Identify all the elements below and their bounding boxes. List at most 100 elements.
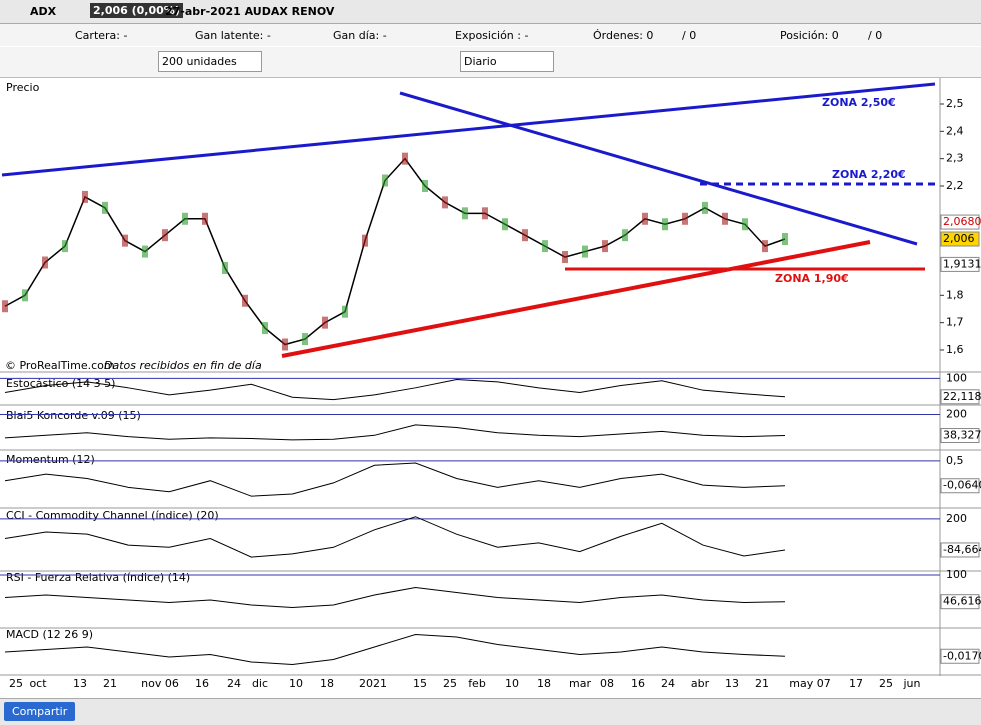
y-tick-label: 2,4	[946, 124, 964, 137]
candle	[222, 261, 228, 274]
status-item: / 0	[868, 29, 883, 42]
x-tick-label: 25	[9, 677, 23, 690]
panel-label: Estocástico (14 3 5)	[6, 377, 115, 390]
indicator-line	[4, 379, 786, 401]
status-item: Posición: 0	[780, 29, 839, 42]
value-tag-label: -84,664	[943, 543, 981, 556]
x-tick-label: 16	[631, 677, 645, 690]
price-tag-label: 1,9131	[943, 257, 981, 270]
title-bar: ADX 2,006 (0,00%) 27-abr-2021 AUDAX RENO…	[0, 0, 981, 24]
toolbar: 200 unidades Diario	[0, 47, 981, 78]
panel-label: CCI - Commodity Channel (índice) (20)	[6, 509, 219, 522]
indicator-line	[4, 586, 786, 609]
candle	[422, 179, 428, 192]
y-tick-label: 1,6	[946, 343, 964, 356]
candle	[782, 233, 788, 246]
symbol[interactable]: ADX	[30, 5, 57, 18]
credit-note: Datos recibidos en fin de día	[104, 359, 262, 372]
price-tag	[940, 231, 980, 247]
x-tick-label: 24	[227, 677, 241, 690]
value-tag-label: 22,118	[943, 390, 981, 403]
x-tick-label: 16	[195, 677, 209, 690]
candle	[182, 212, 188, 225]
panel-label: MACD (12 26 9)	[6, 628, 93, 641]
y-tick-label: 2,3	[946, 152, 964, 165]
x-tick-label: 21	[755, 677, 769, 690]
zone-label: ZONA 2,50€	[822, 96, 896, 109]
candle	[762, 240, 768, 253]
candle	[322, 316, 328, 329]
candle	[442, 196, 448, 209]
x-tick-label: jun	[903, 677, 921, 690]
status-bar: Cartera: - Gan latente: - Gan día: - Exposi…	[0, 24, 981, 46]
value-tag-label: 46,616	[943, 595, 981, 608]
y-tick-label: 0,5	[946, 454, 964, 467]
candle	[342, 305, 348, 318]
candle	[362, 234, 368, 247]
candle	[622, 229, 628, 242]
candle	[702, 201, 708, 214]
candle	[2, 300, 8, 313]
x-tick-label: 17	[849, 677, 863, 690]
x-tick-label: 21	[103, 677, 117, 690]
candle	[602, 240, 608, 253]
candle	[262, 322, 268, 335]
candle	[542, 240, 548, 253]
x-tick-label: 13	[725, 677, 739, 690]
x-tick-label: dic	[252, 677, 268, 690]
status-item: Gan latente: -	[195, 29, 271, 42]
x-tick-label: 13	[73, 677, 87, 690]
zone-label: ZONA 1,90€	[775, 272, 849, 285]
credit: © ProRealTime.com	[5, 359, 115, 372]
indicator-line	[4, 424, 786, 441]
candle	[462, 207, 468, 220]
status-item: Cartera: -	[75, 29, 128, 42]
price: 2,006 (0,00%)	[90, 3, 183, 18]
chart-area: Precio 2,5 2,4 2,3 2,2 1,8 1,7 1,6 2,0680 2,006 1,…	[0, 78, 981, 690]
candle	[42, 256, 48, 269]
price-tag	[940, 214, 980, 230]
panel-label: Blai5 Koncorde v.09 (15)	[6, 409, 141, 422]
panel-label: Momentum (12)	[6, 453, 95, 466]
share-button[interactable]: Compartir	[4, 702, 76, 721]
y-tick-label: 100	[946, 568, 967, 581]
candle	[202, 212, 208, 225]
value-tag-label: 38,327	[943, 429, 981, 442]
status-item: Exposición : -	[455, 29, 529, 42]
candle	[102, 201, 108, 214]
trendline	[399, 91, 918, 246]
units-select[interactable]: 200 unidades	[158, 51, 262, 72]
footer: Compartir	[0, 698, 981, 725]
candle	[662, 218, 668, 231]
y-tick-label: 1,7	[946, 316, 964, 329]
value-tag-label: -0,0640	[943, 479, 981, 492]
x-tick-label: 15	[413, 677, 427, 690]
x-tick-label: 08	[600, 677, 614, 690]
period-select[interactable]: Diario	[460, 51, 554, 72]
y-tick-label: 200	[946, 408, 967, 421]
panel-label: RSI - Fuerza Relativa (índice) (14)	[6, 571, 190, 584]
candle	[242, 294, 248, 307]
price-tag-label: 2,0680	[943, 215, 981, 228]
candle	[122, 234, 128, 247]
panel-label: Precio	[6, 81, 40, 94]
x-tick-label: 2021	[359, 677, 387, 690]
x-tick-label: 10	[505, 677, 519, 690]
candle	[22, 289, 28, 302]
value-tag	[940, 478, 980, 494]
x-tick-label: 25	[443, 677, 457, 690]
value-tag	[940, 542, 980, 558]
x-tick-label: nov 06	[141, 677, 179, 690]
x-tick-label: 24	[661, 677, 675, 690]
candle	[582, 245, 588, 258]
value-tag	[940, 594, 980, 610]
candle	[302, 333, 308, 346]
x-tick-label: 18	[320, 677, 334, 690]
candle	[382, 174, 388, 187]
value-tag	[940, 428, 980, 444]
indicator-line	[4, 462, 786, 497]
x-tick-label: may 07	[789, 677, 830, 690]
x-tick-label: 25	[879, 677, 893, 690]
value-tag-label: -0,0170	[943, 649, 981, 662]
